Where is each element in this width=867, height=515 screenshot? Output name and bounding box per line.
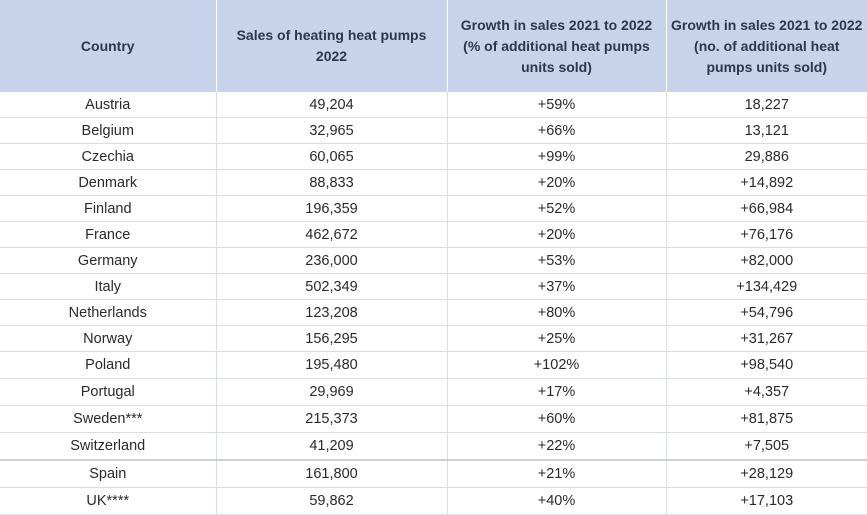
cell-sales-2022: 29,969 (216, 378, 448, 406)
cell-growth-units: +66,984 (666, 195, 867, 222)
cell-growth-units: +7,505 (666, 432, 867, 461)
cell-growth-units: +4,357 (666, 378, 867, 406)
cell-country: Austria (0, 92, 217, 118)
cell-sales-2022: 462,672 (216, 221, 448, 248)
header-growth-percent: Growth in sales 2021 to 2022 (% of addit… (447, 0, 667, 92)
cell-sales-2022: 236,000 (216, 247, 448, 274)
cell-growth-units: 29,886 (666, 143, 867, 170)
cell-growth-units: +54,796 (666, 299, 867, 326)
table-row: Belgium 32,965 +66% 13,121 (0, 117, 867, 144)
cell-sales-2022: 215,373 (216, 405, 448, 433)
header-row: Country Sales of heating heat pumps 2022… (0, 0, 867, 92)
cell-growth-percent: +37% (447, 273, 667, 300)
cell-growth-units: +134,429 (666, 273, 867, 300)
cell-growth-units: +76,176 (666, 221, 867, 248)
cell-country: Poland (0, 351, 217, 379)
cell-growth-units: +81,875 (666, 405, 867, 433)
cell-country: Switzerland (0, 432, 217, 461)
table-row: Poland 195,480 +102% +98,540 (0, 351, 867, 379)
cell-growth-percent: +17% (447, 378, 667, 406)
table-row: UK**** 59,862 +40% +17,103 (0, 487, 867, 515)
cell-country: UK**** (0, 487, 217, 515)
table-row: Germany 236,000 +53% +82,000 (0, 247, 867, 274)
cell-growth-percent: +21% (447, 459, 667, 488)
cell-sales-2022: 502,349 (216, 273, 448, 300)
cell-sales-2022: 59,862 (216, 487, 448, 515)
cell-sales-2022: 32,965 (216, 117, 448, 144)
cell-country: France (0, 221, 217, 248)
cell-growth-percent: +25% (447, 325, 667, 352)
cell-sales-2022: 60,065 (216, 143, 448, 170)
cell-sales-2022: 195,480 (216, 351, 448, 379)
cell-growth-percent: +22% (447, 432, 667, 461)
cell-sales-2022: 196,359 (216, 195, 448, 222)
table-row: Austria 49,204 +59% 18,227 (0, 92, 867, 118)
cell-growth-percent: +66% (447, 117, 667, 144)
cell-country: Spain (0, 459, 217, 488)
cell-growth-units: +31,267 (666, 325, 867, 352)
header-country: Country (0, 0, 217, 92)
table-row: Switzerland 41,209 +22% +7,505 (0, 432, 867, 461)
table-header: Country Sales of heating heat pumps 2022… (0, 0, 867, 92)
cell-growth-percent: +20% (447, 169, 667, 196)
cell-growth-percent: +52% (447, 195, 667, 222)
cell-sales-2022: 41,209 (216, 432, 448, 461)
cell-country: Belgium (0, 117, 217, 144)
cell-growth-units: +98,540 (666, 351, 867, 379)
cell-growth-percent: +20% (447, 221, 667, 248)
cell-growth-units: 18,227 (666, 92, 867, 118)
cell-country: Sweden*** (0, 405, 217, 433)
cell-growth-units: +28,129 (666, 459, 867, 488)
cell-country: Finland (0, 195, 217, 222)
cell-growth-percent: +59% (447, 92, 667, 118)
cell-country: Portugal (0, 378, 217, 406)
table-row: Norway 156,295 +25% +31,267 (0, 325, 867, 352)
cell-growth-units: +82,000 (666, 247, 867, 274)
header-sales-2022: Sales of heating heat pumps 2022 (216, 0, 448, 92)
header-growth-units: Growth in sales 2021 to 2022 (no. of add… (666, 0, 867, 92)
table-row: Czechia 60,065 +99% 29,886 (0, 143, 867, 170)
cell-country: Germany (0, 247, 217, 274)
cell-growth-percent: +99% (447, 143, 667, 170)
table-row: France 462,672 +20% +76,176 (0, 221, 867, 248)
cell-growth-units: +17,103 (666, 487, 867, 515)
cell-growth-percent: +80% (447, 299, 667, 326)
cell-sales-2022: 49,204 (216, 92, 448, 118)
cell-sales-2022: 161,800 (216, 459, 448, 488)
table-body: Austria 49,204 +59% 18,227 Belgium 32,965 +66%… (0, 92, 867, 515)
cell-growth-units: +14,892 (666, 169, 867, 196)
table-row: Italy 502,349 +37% +134,429 (0, 273, 867, 300)
cell-growth-percent: +53% (447, 247, 667, 274)
cell-growth-percent: +40% (447, 487, 667, 515)
table-row: Portugal 29,969 +17% +4,357 (0, 378, 867, 406)
table-row: Finland 196,359 +52% +66,984 (0, 195, 867, 222)
cell-sales-2022: 156,295 (216, 325, 448, 352)
cell-country: Czechia (0, 143, 217, 170)
cell-growth-percent: +60% (447, 405, 667, 433)
cell-sales-2022: 88,833 (216, 169, 448, 196)
cell-country: Netherlands (0, 299, 217, 326)
cell-country: Denmark (0, 169, 217, 196)
table-row: Denmark 88,833 +20% +14,892 (0, 169, 867, 196)
table-row: Spain 161,800 +21% +28,129 (0, 459, 867, 488)
cell-sales-2022: 123,208 (216, 299, 448, 326)
cell-growth-units: 13,121 (666, 117, 867, 144)
table-row: Netherlands 123,208 +80% +54,796 (0, 299, 867, 326)
table-row: Sweden*** 215,373 +60% +81,875 (0, 405, 867, 433)
cell-country: Italy (0, 273, 217, 300)
cell-growth-percent: +102% (447, 351, 667, 379)
cell-country: Norway (0, 325, 217, 352)
